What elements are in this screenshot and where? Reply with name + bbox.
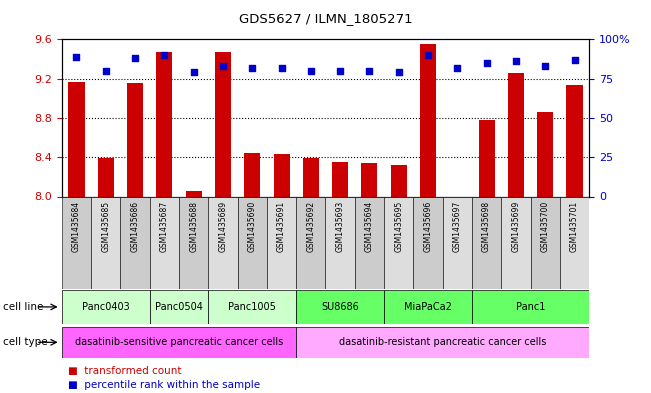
Point bbox=[100, 68, 111, 74]
Text: Panc0504: Panc0504 bbox=[155, 302, 203, 312]
Text: dasatinib-sensitive pancreatic cancer cells: dasatinib-sensitive pancreatic cancer ce… bbox=[75, 337, 283, 347]
Point bbox=[276, 64, 286, 71]
Text: Panc0403: Panc0403 bbox=[82, 302, 130, 312]
Bar bbox=[208, 196, 238, 289]
Bar bbox=[508, 73, 524, 196]
Bar bbox=[531, 196, 560, 289]
Bar bbox=[127, 83, 143, 196]
Text: GSM1435685: GSM1435685 bbox=[102, 201, 110, 252]
Bar bbox=[413, 196, 443, 289]
Bar bbox=[420, 44, 436, 196]
Bar bbox=[472, 290, 589, 323]
Bar bbox=[273, 154, 290, 196]
Point bbox=[217, 63, 228, 69]
Bar bbox=[62, 290, 150, 323]
Bar bbox=[150, 290, 208, 323]
Bar bbox=[62, 327, 296, 358]
Bar bbox=[560, 196, 589, 289]
Bar bbox=[332, 162, 348, 196]
Bar bbox=[156, 52, 173, 196]
Text: GSM1435697: GSM1435697 bbox=[453, 201, 462, 252]
Point bbox=[130, 55, 140, 61]
Text: MiaPaCa2: MiaPaCa2 bbox=[404, 302, 452, 312]
Bar bbox=[179, 196, 208, 289]
Text: ■  transformed count: ■ transformed count bbox=[68, 365, 182, 376]
Bar bbox=[238, 196, 267, 289]
Bar bbox=[244, 153, 260, 196]
Bar bbox=[98, 158, 114, 196]
Point bbox=[423, 52, 434, 58]
Bar bbox=[296, 327, 589, 358]
Text: GSM1435686: GSM1435686 bbox=[131, 201, 139, 252]
Bar bbox=[501, 196, 531, 289]
Bar bbox=[62, 196, 91, 289]
Text: GDS5627 / ILMN_1805271: GDS5627 / ILMN_1805271 bbox=[239, 12, 412, 25]
Bar bbox=[566, 85, 583, 196]
Bar bbox=[326, 196, 355, 289]
Text: GSM1435700: GSM1435700 bbox=[541, 201, 549, 252]
Bar bbox=[384, 196, 413, 289]
Bar bbox=[443, 196, 472, 289]
Text: Panc1005: Panc1005 bbox=[229, 302, 276, 312]
Point bbox=[335, 68, 345, 74]
Bar bbox=[215, 52, 231, 196]
Bar bbox=[208, 290, 296, 323]
Bar bbox=[472, 196, 501, 289]
Point bbox=[540, 63, 550, 69]
Bar bbox=[68, 82, 85, 196]
Text: Panc1: Panc1 bbox=[516, 302, 546, 312]
Point bbox=[452, 64, 462, 71]
Bar bbox=[91, 196, 120, 289]
Text: GSM1435695: GSM1435695 bbox=[395, 201, 403, 252]
Text: dasatinib-resistant pancreatic cancer cells: dasatinib-resistant pancreatic cancer ce… bbox=[339, 337, 546, 347]
Text: GSM1435691: GSM1435691 bbox=[277, 201, 286, 252]
Text: SU8686: SU8686 bbox=[322, 302, 359, 312]
Text: cell type: cell type bbox=[3, 337, 48, 347]
Bar bbox=[186, 191, 202, 196]
Point bbox=[393, 69, 404, 75]
Text: GSM1435694: GSM1435694 bbox=[365, 201, 374, 252]
Bar bbox=[355, 196, 384, 289]
Bar bbox=[150, 196, 179, 289]
Point bbox=[188, 69, 199, 75]
Text: GSM1435699: GSM1435699 bbox=[512, 201, 520, 252]
Point bbox=[569, 57, 579, 63]
Bar bbox=[120, 196, 150, 289]
Text: cell line: cell line bbox=[3, 302, 44, 312]
Text: GSM1435696: GSM1435696 bbox=[424, 201, 432, 252]
Bar bbox=[267, 196, 296, 289]
Text: GSM1435689: GSM1435689 bbox=[219, 201, 227, 252]
Text: GSM1435690: GSM1435690 bbox=[248, 201, 256, 252]
Text: GSM1435698: GSM1435698 bbox=[482, 201, 491, 252]
Point bbox=[481, 60, 492, 66]
Bar bbox=[361, 163, 378, 196]
Text: GSM1435701: GSM1435701 bbox=[570, 201, 579, 252]
Bar bbox=[478, 120, 495, 196]
Text: GSM1435692: GSM1435692 bbox=[307, 201, 315, 252]
Point bbox=[159, 52, 169, 58]
Bar bbox=[303, 158, 319, 196]
Text: GSM1435687: GSM1435687 bbox=[160, 201, 169, 252]
Point bbox=[305, 68, 316, 74]
Bar bbox=[296, 290, 384, 323]
Point bbox=[71, 53, 82, 60]
Bar bbox=[391, 165, 407, 196]
Point bbox=[364, 68, 374, 74]
Bar bbox=[537, 112, 553, 196]
Bar bbox=[296, 196, 326, 289]
Bar bbox=[384, 290, 472, 323]
Text: ■  percentile rank within the sample: ■ percentile rank within the sample bbox=[68, 380, 260, 390]
Text: GSM1435684: GSM1435684 bbox=[72, 201, 81, 252]
Point bbox=[510, 58, 521, 64]
Point bbox=[247, 64, 257, 71]
Text: GSM1435688: GSM1435688 bbox=[189, 201, 198, 252]
Text: GSM1435693: GSM1435693 bbox=[336, 201, 344, 252]
